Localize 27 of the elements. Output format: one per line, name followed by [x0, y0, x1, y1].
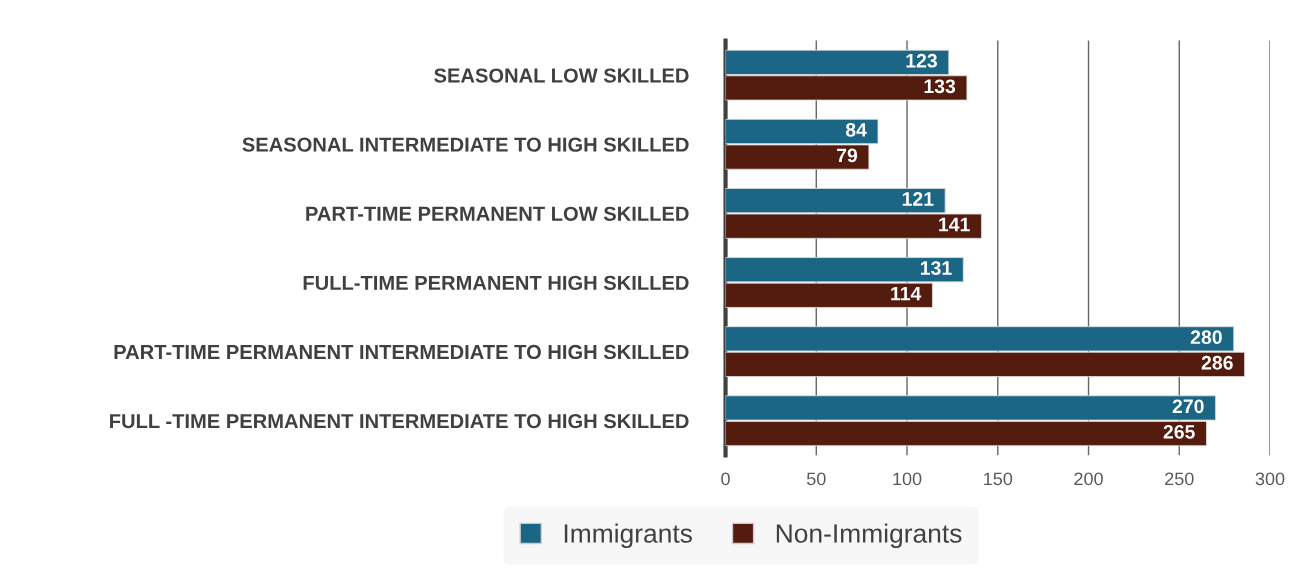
data-label: 123 — [906, 53, 937, 68]
y-tick-label: SEASONAL LOW SKILLED — [434, 68, 689, 83]
y-tick-label: PART-TIME PERMANENT LOW SKILLED — [306, 206, 689, 221]
data-label: 114 — [891, 286, 922, 301]
data-label: 79 — [837, 148, 858, 163]
y-tick-label: FULL-TIME PERMANENT HIGH SKILLED — [303, 275, 689, 290]
data-label: 270 — [1172, 399, 1204, 414]
x-tick-label: 300 — [1255, 472, 1285, 486]
y-tick-label: FULL -TIME PERMANENT INTERMEDIATE TO HIGH SKILLED — [110, 413, 689, 429]
data-label: 265 — [1163, 424, 1195, 439]
data-label: 133 — [924, 79, 956, 94]
x-tick-label: 250 — [1165, 472, 1194, 486]
x-tick-label: 200 — [1074, 472, 1103, 486]
data-label: 84 — [845, 122, 867, 137]
x-tick-label: 0 — [721, 472, 730, 486]
data-label: 131 — [920, 261, 952, 275]
y-tick-label: PART-TIME PERMANENT INTERMEDIATE TO HIGH SKILLED — [114, 344, 689, 360]
legend-label: Non-Immigrants — [776, 523, 962, 549]
legend-label: Immigrants — [564, 523, 692, 549]
y-tick-label: SEASONAL INTERMEDIATE TO HIGH SKILLED — [242, 137, 689, 152]
x-tick-label: 50 — [806, 472, 826, 486]
x-tick-label: 100 — [893, 472, 922, 486]
data-label: 141 — [939, 217, 970, 232]
data-label: 286 — [1201, 355, 1233, 370]
data-label: 121 — [902, 192, 934, 206]
x-tick-label: 150 — [984, 472, 1013, 486]
data-label: 280 — [1190, 330, 1222, 345]
